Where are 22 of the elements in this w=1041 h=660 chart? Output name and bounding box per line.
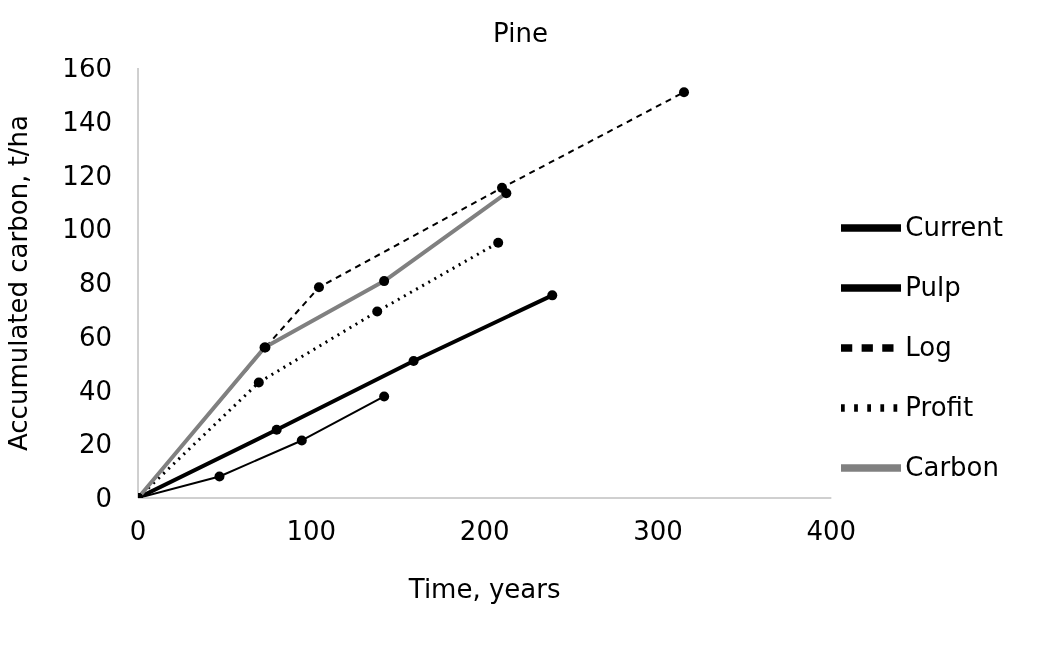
y-tick-label: 40 <box>78 375 112 406</box>
x-tick-label: 200 <box>459 516 510 547</box>
y-tick-label: 120 <box>62 160 112 191</box>
legend-label: Carbon <box>905 451 1000 482</box>
x-tick-label: 100 <box>286 516 337 547</box>
x-tick-label: 0 <box>129 516 147 547</box>
y-tick-label: 80 <box>78 268 112 299</box>
y-tick-label: 140 <box>62 106 112 137</box>
legend-label: Current <box>905 211 1003 242</box>
x-tick-label: 400 <box>806 516 857 547</box>
legend-label: Profit <box>905 391 974 422</box>
legend-label: Pulp <box>905 271 961 302</box>
legend-label: Log <box>905 331 952 362</box>
x-axis-title: Time, years <box>407 574 561 604</box>
y-tick-label: 100 <box>62 214 112 245</box>
x-tick-label: 300 <box>633 516 683 547</box>
chart-title: Pine <box>493 18 548 48</box>
y-axis-title: Accumulated carbon, t/ha <box>3 114 34 452</box>
y-tick-label: 160 <box>62 53 112 84</box>
y-tick-label: 20 <box>78 429 112 460</box>
y-tick-label: 0 <box>95 483 112 514</box>
y-tick-label: 60 <box>78 321 112 352</box>
